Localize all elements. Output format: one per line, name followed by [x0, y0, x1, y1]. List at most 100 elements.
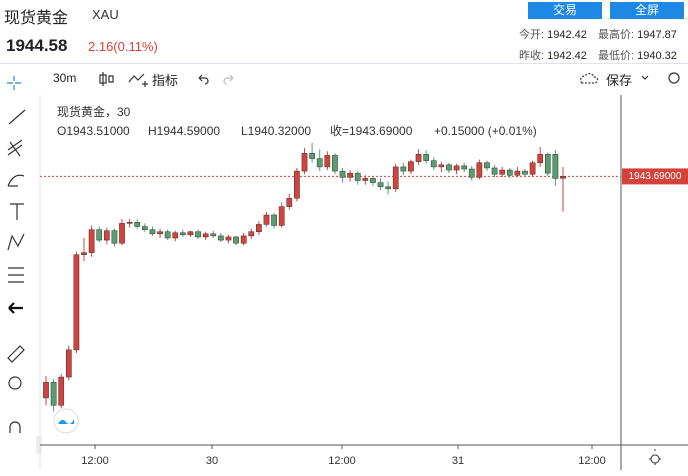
- stat-label: 最低价:: [598, 50, 635, 62]
- stat-value: 1942.42: [547, 50, 587, 62]
- settings-icon[interactable]: [668, 72, 680, 84]
- back-tool[interactable]: [8, 302, 23, 314]
- undo-icon[interactable]: [198, 74, 209, 85]
- candle-body: [81, 252, 87, 255]
- candle-body: [286, 198, 293, 207]
- line-tool[interactable]: [8, 109, 26, 125]
- candle-body: [400, 166, 407, 172]
- candle-body: [468, 168, 475, 178]
- candle-body: [218, 235, 224, 241]
- candle-body: [119, 223, 125, 244]
- candle-body: [202, 233, 209, 238]
- chart-title: 现货黄金，30: [57, 104, 131, 119]
- candle-icon[interactable]: [99, 72, 114, 86]
- candle-body: [529, 162, 536, 175]
- candle-body: [43, 382, 49, 399]
- x-tick-label: 31: [452, 455, 464, 467]
- fib-tool[interactable]: [7, 139, 23, 157]
- x-tick-label: 30: [206, 455, 218, 467]
- candle-body: [263, 214, 270, 225]
- trade-button[interactable]: 交易: [528, 2, 602, 19]
- time-settings[interactable]: [649, 449, 661, 465]
- interval-button[interactable]: 30m: [53, 71, 77, 85]
- candle-body: [446, 164, 452, 171]
- stat-label: 最高价:: [598, 29, 635, 41]
- candle-body: [476, 162, 483, 178]
- candle-body: [195, 231, 201, 238]
- candle-body: [73, 254, 80, 351]
- candle-body: [522, 170, 528, 175]
- legend-low: L1940.32000: [241, 124, 311, 138]
- instrument-name: 现货黄金: [4, 10, 69, 27]
- fullscreen-button[interactable]: 全屏: [610, 2, 684, 19]
- cloud-icon[interactable]: [580, 73, 599, 84]
- candle-body: [339, 170, 346, 178]
- instrument-code: XAU: [92, 7, 119, 22]
- candle-body: [187, 231, 194, 236]
- candle-body: [50, 382, 57, 406]
- candle-body: [233, 236, 239, 244]
- brush-tool[interactable]: [7, 174, 25, 187]
- candle-body: [514, 170, 521, 176]
- candle-body: [392, 166, 399, 190]
- ruler-tool[interactable]: [7, 345, 25, 363]
- candle-body: [415, 154, 422, 162]
- candle-body: [65, 349, 72, 378]
- candle-body: [408, 161, 414, 172]
- price-change: 2.16(0.11%): [88, 39, 158, 54]
- candle-body: [210, 233, 217, 237]
- dropdown-icon[interactable]: [641, 75, 649, 80]
- divider: [0, 63, 688, 64]
- stat-value: 1947.87: [637, 29, 677, 41]
- candle-body: [484, 162, 490, 169]
- candle-body: [96, 229, 103, 241]
- stat-label: 昨收:: [519, 50, 545, 62]
- candle-body: [157, 231, 163, 235]
- candle-body: [271, 214, 277, 226]
- candle-body: [172, 232, 179, 239]
- candle-body: [58, 376, 65, 406]
- candle-body: [301, 153, 308, 172]
- candle-body: [438, 164, 445, 168]
- candle-body: [248, 231, 255, 237]
- candle-body: [499, 169, 506, 175]
- candle-body: [370, 178, 376, 183]
- stat: 今开: 1942.42: [519, 26, 587, 42]
- candle-body: [256, 224, 262, 232]
- indicator-icon[interactable]: [128, 73, 148, 87]
- candle-body: [552, 154, 559, 179]
- collapse-handle[interactable]: [36, 436, 42, 454]
- indicators-button[interactable]: 指标: [152, 73, 179, 88]
- legend-change: +0.15000 (+0.01%): [434, 124, 537, 138]
- pattern-tool[interactable]: [7, 233, 25, 251]
- stat: 昨收: 1942.42: [519, 47, 587, 63]
- zoom-tool[interactable]: [8, 376, 22, 390]
- save-button[interactable]: 保存: [606, 73, 633, 88]
- candle-body: [240, 235, 247, 244]
- last-price-label: 1943.69000: [629, 171, 682, 182]
- stat: 最低价: 1940.32: [598, 47, 677, 63]
- candle-body: [149, 229, 156, 235]
- candle-body: [141, 226, 148, 230]
- candle-body: [225, 236, 232, 241]
- candle-body: [111, 230, 118, 244]
- prediction-tool[interactable]: [8, 267, 24, 283]
- last-price: 1944.58: [6, 36, 68, 55]
- legend-open: O1943.51000: [57, 124, 130, 138]
- candle-body: [316, 158, 323, 168]
- magnet-tool[interactable]: [9, 421, 21, 433]
- x-tick-label: 12:00: [578, 455, 606, 467]
- candle-body: [354, 172, 361, 181]
- candle-body: [491, 167, 498, 175]
- legend-close: 收=1943.69000: [330, 124, 413, 138]
- candle-body: [278, 206, 285, 226]
- text-tool[interactable]: [10, 203, 24, 220]
- candle-body: [423, 154, 429, 161]
- legend-high: H1944.59000: [148, 124, 220, 138]
- candle-body: [309, 153, 315, 159]
- candle-body: [180, 232, 186, 236]
- stat-label: 今开:: [519, 29, 545, 41]
- crosshair-tool[interactable]: [7, 76, 21, 90]
